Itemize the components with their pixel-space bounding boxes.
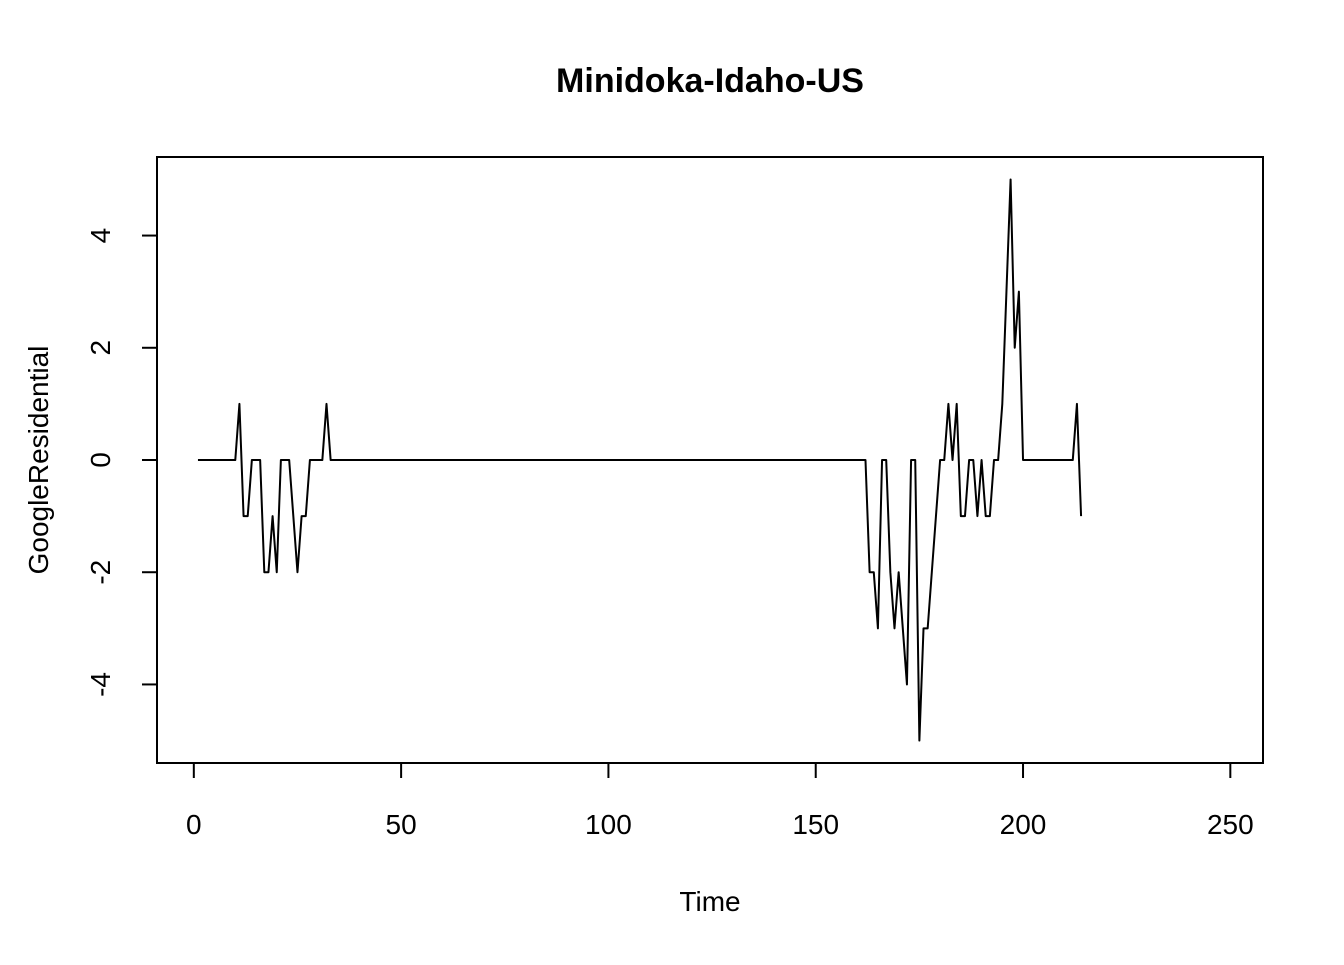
- x-tick-label: 250: [1207, 809, 1254, 840]
- y-tick-label: -4: [85, 672, 116, 697]
- y-tick-label: 2: [85, 340, 116, 356]
- x-tick-label: 50: [386, 809, 417, 840]
- series-line: [197, 178, 1083, 742]
- chart-title: Minidoka-Idaho-US: [556, 62, 864, 100]
- x-tick-label: 150: [792, 809, 839, 840]
- x-axis-label: Time: [679, 886, 740, 917]
- x-tick-label: 100: [585, 809, 632, 840]
- x-tick-label: 0: [186, 809, 202, 840]
- y-axis-label: GoogleResidential: [23, 346, 54, 575]
- y-tick-label: 0: [85, 452, 116, 468]
- x-tick-label: 200: [1000, 809, 1047, 840]
- y-tick-label: -2: [85, 560, 116, 585]
- y-tick-label: 4: [85, 228, 116, 244]
